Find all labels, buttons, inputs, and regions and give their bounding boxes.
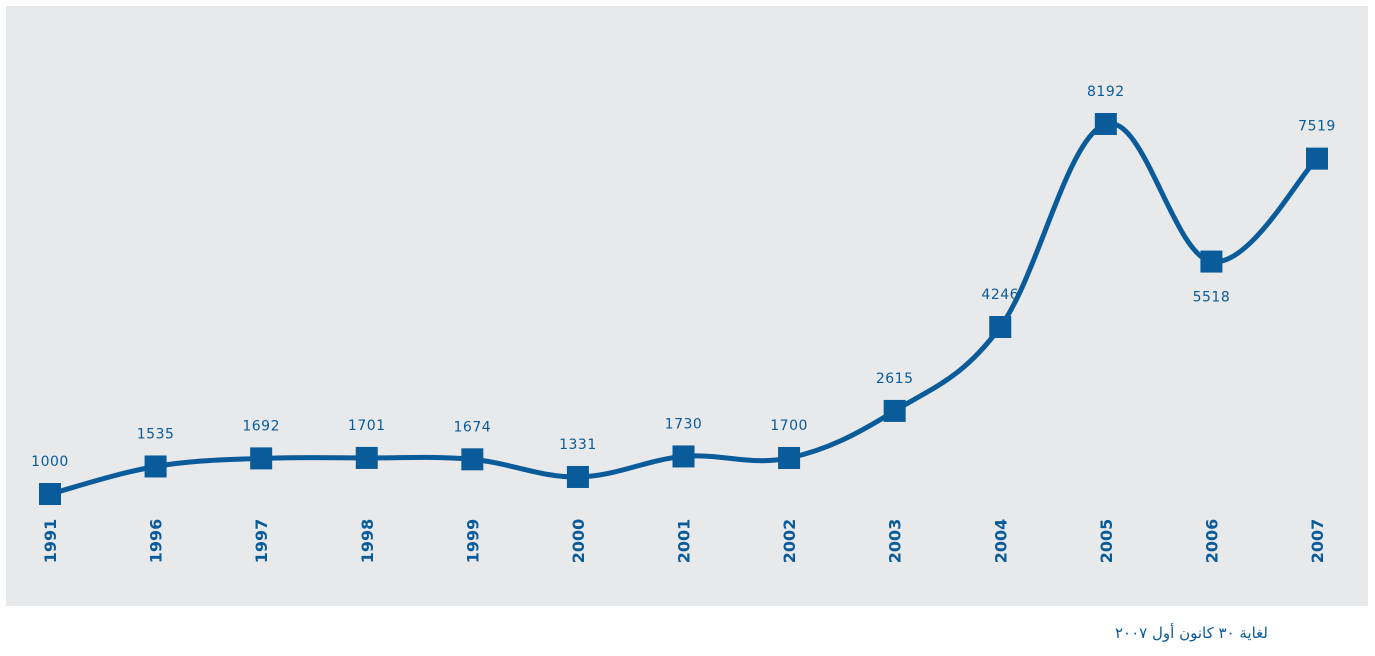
data-label: 8192 bbox=[1087, 84, 1125, 100]
series-line bbox=[49, 121, 1319, 497]
data-label: 1331 bbox=[559, 437, 597, 453]
data-point-marker bbox=[672, 445, 695, 468]
value-label-layer: 1000 1535 1692 1701 1674 1331 1730 1700 2615 4246… bbox=[31, 84, 1336, 470]
data-point-marker bbox=[1094, 113, 1117, 135]
data-label: 1701 bbox=[348, 418, 386, 434]
series-layer bbox=[49, 121, 1319, 497]
data-point-marker bbox=[144, 455, 167, 478]
x-tick-label: 1997 bbox=[252, 519, 271, 564]
footnote: لغاية ٣٠ كانون أول ٢٠٠٧ bbox=[1115, 624, 1268, 642]
data-point-marker bbox=[461, 448, 484, 471]
data-label: 1692 bbox=[242, 418, 280, 434]
data-label: 5518 bbox=[1193, 290, 1231, 306]
x-tick-label: 1991 bbox=[41, 519, 60, 564]
data-label: 7519 bbox=[1298, 119, 1336, 135]
data-label: 2615 bbox=[876, 371, 914, 387]
data-point-marker bbox=[883, 399, 906, 422]
x-tick-label: 2005 bbox=[1097, 519, 1116, 564]
data-label: 1535 bbox=[137, 426, 175, 442]
chart-background bbox=[6, 6, 1368, 606]
x-tick-label: 1998 bbox=[358, 519, 377, 564]
data-point-marker bbox=[778, 446, 801, 469]
x-tick-label: 2006 bbox=[1202, 519, 1221, 564]
data-label: 1674 bbox=[454, 419, 492, 435]
x-tick-label: 2004 bbox=[991, 519, 1010, 564]
data-point-marker bbox=[355, 446, 378, 469]
data-point-marker bbox=[566, 465, 589, 488]
data-point-marker bbox=[1200, 250, 1223, 273]
x-tick-label: 2001 bbox=[675, 519, 694, 564]
data-label: 1000 bbox=[31, 454, 69, 470]
data-label: 1700 bbox=[770, 418, 808, 434]
data-point-marker bbox=[250, 447, 273, 470]
x-tick-label: 2003 bbox=[886, 519, 905, 564]
data-point-marker bbox=[989, 316, 1012, 339]
x-tick-label: 2000 bbox=[569, 519, 588, 564]
x-tick-label: 1996 bbox=[147, 519, 166, 564]
data-point-marker bbox=[1306, 147, 1328, 170]
data-label: 4246 bbox=[981, 287, 1019, 303]
x-axis-tick-labels: 1991 1996 1997 1998 1999 2000 2001 2002 2003 2004… bbox=[41, 519, 1327, 564]
data-point-marker bbox=[39, 483, 61, 505]
data-label: 1730 bbox=[665, 416, 703, 432]
marker-layer bbox=[39, 113, 1328, 505]
x-tick-label: 1999 bbox=[463, 519, 482, 564]
x-tick-label: 2002 bbox=[780, 519, 799, 564]
x-tick-label: 2007 bbox=[1308, 519, 1327, 564]
